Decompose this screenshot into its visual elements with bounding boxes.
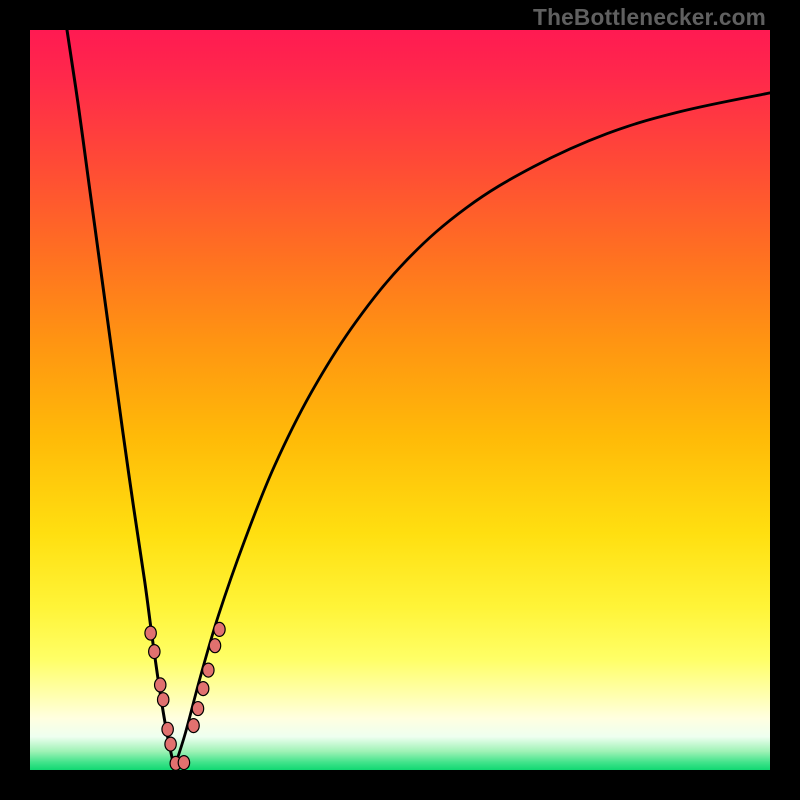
data-marker [203,663,214,677]
data-marker [197,682,208,696]
data-marker [162,722,173,736]
data-marker [188,719,199,733]
data-marker [214,622,225,636]
data-marker [158,693,169,707]
gradient-background [30,30,770,770]
data-marker [192,702,203,716]
data-marker [209,639,220,653]
data-marker [149,645,160,659]
data-marker [165,737,176,751]
chart-frame: TheBottlenecker.com [0,0,800,800]
data-marker [178,756,189,770]
data-marker [145,626,156,640]
chart-svg [30,30,770,770]
data-marker [155,678,166,692]
watermark-text: TheBottlenecker.com [533,4,766,31]
plot-area [30,30,770,770]
